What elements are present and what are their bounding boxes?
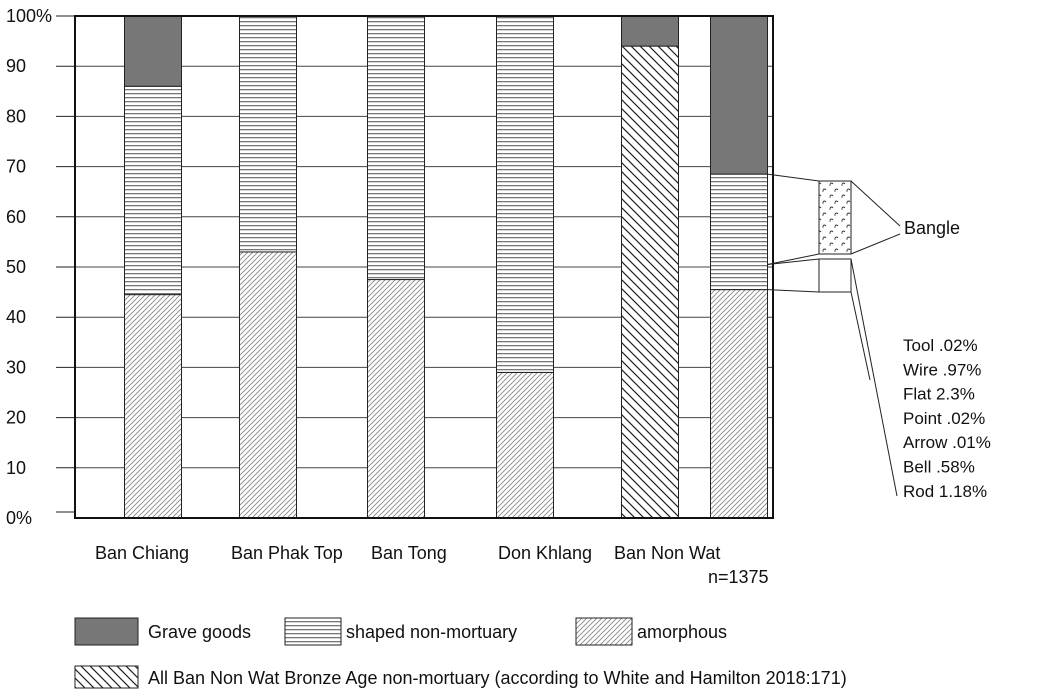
legend: Grave goods shaped non-mortuary amorphou… xyxy=(74,617,847,689)
x-tick-label-3: Don Khlang xyxy=(498,543,592,563)
other-label-line-left xyxy=(850,291,871,381)
x-tick-label-4: Ban Non Wat xyxy=(614,543,720,563)
legend-swatch-allbnw xyxy=(74,665,139,689)
other-box xyxy=(818,258,852,293)
x-tick-label-2: Ban Tong xyxy=(371,543,447,563)
legend-label-grave: Grave goods xyxy=(148,622,251,642)
bangle-connector-top xyxy=(767,173,820,182)
y-tick-label-8: 80 xyxy=(6,106,26,126)
bar-amorphous-1 xyxy=(239,251,297,519)
other-connector-top xyxy=(767,258,820,265)
bar-amorphous-2 xyxy=(367,279,425,519)
legend-swatch-amorphous xyxy=(575,617,633,646)
y-tick-label-9: 90 xyxy=(6,56,26,76)
y-tick-label-3: 30 xyxy=(6,357,26,377)
y-tick-label-5: 50 xyxy=(6,257,26,277)
other-item-5: Bell .58% xyxy=(903,458,975,477)
legend-swatch-grave xyxy=(74,617,139,646)
bar-amorphous-5 xyxy=(710,289,768,519)
bars xyxy=(124,15,768,519)
y-tick-label-4: 40 xyxy=(6,307,26,327)
bangle-box xyxy=(818,180,852,255)
x-axis-labels: Ban Chiang Ban Phak Top Ban Tong Don Khlang… xyxy=(95,543,720,563)
y-tick-label-7: 70 xyxy=(6,157,26,177)
bangle-connector-bottom xyxy=(767,253,820,265)
bangle-label-line-bottom xyxy=(850,233,901,255)
other-item-6: Rod 1.18% xyxy=(903,482,987,501)
bar-grave-0 xyxy=(124,15,182,87)
bar-shaped-1 xyxy=(239,15,297,253)
other-item-4: Arrow .01% xyxy=(903,433,991,452)
x-tick-label-1: Ban Phak Top xyxy=(231,543,343,563)
bar-grave-5 xyxy=(710,15,768,175)
bar-allbnw-4 xyxy=(621,45,679,519)
bangle-label-line-top xyxy=(850,180,901,227)
bar-shaped-0 xyxy=(124,85,182,296)
legend-label-amorphous: amorphous xyxy=(637,622,727,642)
legend-label-shaped: shaped non-mortuary xyxy=(346,622,517,642)
x-tick-label-0: Ban Chiang xyxy=(95,543,189,563)
plot-frame xyxy=(74,15,774,519)
y-tick-label-10: 100% xyxy=(6,6,52,26)
y-tick-label-1: 10 xyxy=(6,458,26,478)
category-note: n=1375 xyxy=(708,567,769,587)
other-item-0: Tool .02% xyxy=(903,336,978,355)
bar-grave-4 xyxy=(621,15,679,47)
other-connector-bottom xyxy=(767,289,820,293)
y-axis-ticks: 0% 10 20 30 40 50 60 70 80 90 100% xyxy=(6,6,75,528)
callouts: Bangle Tool .02% Wire .97% Flat 2.3% Point .… xyxy=(767,173,991,501)
y-tick-label-6: 60 xyxy=(6,207,26,227)
bar-shaped-5 xyxy=(710,173,768,291)
bar-amorphous-3 xyxy=(496,371,554,519)
legend-label-allbnw: All Ban Non Wat Bronze Age non-mortuary … xyxy=(148,668,847,688)
other-item-3: Point .02% xyxy=(903,409,985,428)
other-item-1: Wire .97% xyxy=(903,360,981,379)
legend-swatch-shaped xyxy=(284,617,342,646)
y-tick-label-2: 20 xyxy=(6,408,26,428)
bangle-label: Bangle xyxy=(904,218,960,238)
y-tick-label-0: 0% xyxy=(6,508,32,528)
bar-shaped-3 xyxy=(496,15,554,373)
other-item-2: Flat 2.3% xyxy=(903,385,975,404)
bar-amorphous-0 xyxy=(124,294,182,519)
other-label-line-right xyxy=(850,258,898,497)
bar-shaped-2 xyxy=(367,15,425,281)
